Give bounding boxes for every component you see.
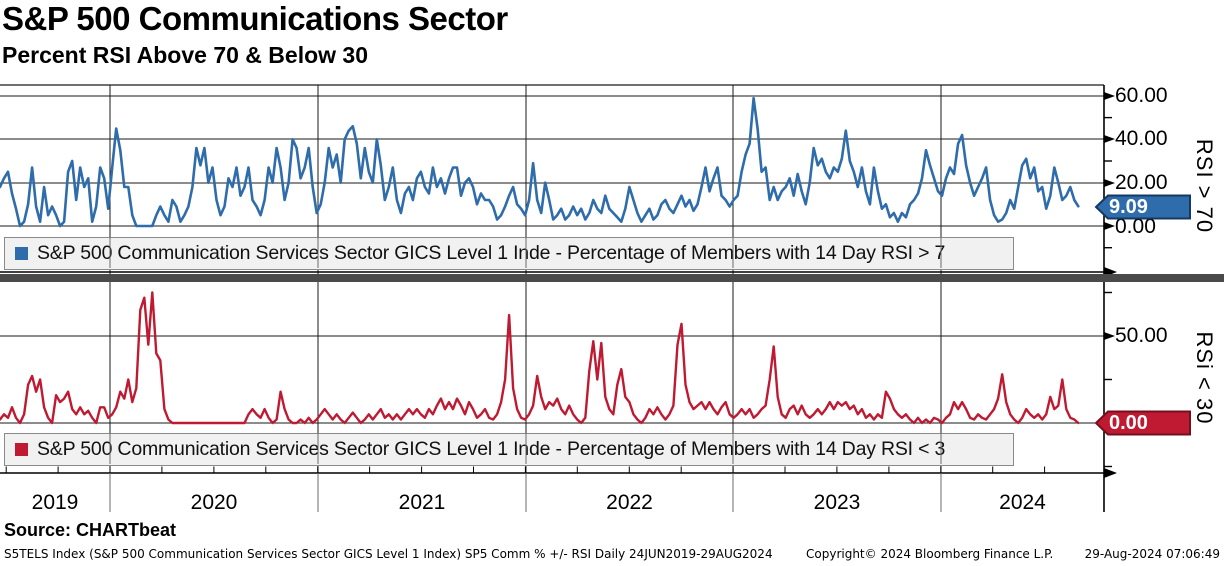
bottom-axis-arrow-icon xyxy=(1104,468,1117,478)
footer-ticker-info: S5TELS Index (S&P 500 Communication Serv… xyxy=(4,547,773,561)
top-panel-gridlines xyxy=(0,95,1104,227)
bottom-axis-tick-50: 50.00 xyxy=(1115,324,1168,347)
top-axis-arrow-icon xyxy=(1104,267,1117,277)
bottom-panel-gridlines xyxy=(0,335,1104,424)
year-label-2021: 2021 xyxy=(398,491,446,514)
top-legend-strip[interactable]: S&P 500 Communication Services Sector GI… xyxy=(4,237,1014,270)
source-line: Source: CHARTbeat xyxy=(4,520,177,540)
bottom-legend-strip[interactable]: S&P 500 Communication Services Sector GI… xyxy=(4,433,1014,466)
quarterly-ticks xyxy=(5,466,1046,473)
top-axis-tick-60: 60.00 xyxy=(1115,84,1168,107)
right-axis-major-ticks xyxy=(1104,92,1115,427)
top-legend-swatch-icon xyxy=(15,247,28,260)
top-axis-tick-20: 20.00 xyxy=(1115,171,1168,194)
year-label-2023: 2023 xyxy=(813,491,861,514)
year-label-2019: 2019 xyxy=(31,491,79,514)
top-axis-tick-40: 40.00 xyxy=(1115,127,1168,150)
top-legend-label: S&P 500 Communication Services Sector GI… xyxy=(37,242,946,264)
bottom-legend-swatch-icon xyxy=(15,443,28,456)
page-title: S&P 500 Communications Sector xyxy=(2,0,508,37)
page-subtitle: Percent RSI Above 70 & Below 30 xyxy=(2,42,369,68)
rsi-above-70-line[interactable] xyxy=(0,96,1080,228)
panel-separator-bar[interactable] xyxy=(0,274,1224,282)
year-label-2020: 2020 xyxy=(190,491,238,514)
top-tag-value: 9.09 xyxy=(1109,196,1148,218)
year-label-2024: 2024 xyxy=(999,491,1046,514)
bottom-legend-label: S&P 500 Communication Services Sector GI… xyxy=(37,438,946,460)
vertical-gridlines xyxy=(109,85,942,473)
rsi-below-30-line[interactable] xyxy=(0,291,1080,425)
top-axis-tick-0: 0.00 xyxy=(1115,215,1156,238)
footer-copyright: Copyright© 2024 Bloomberg Finance L.P. xyxy=(806,547,1054,561)
year-label-2022: 2022 xyxy=(606,491,653,514)
footer-timestamp: 29-Aug-2024 07:06:49 xyxy=(1084,547,1220,561)
top-axis-title: RSI > 70 xyxy=(1192,138,1217,234)
bottom-axis-title: RSi < 30 xyxy=(1192,331,1217,425)
bottom-tag-value: 0.00 xyxy=(1109,412,1148,434)
